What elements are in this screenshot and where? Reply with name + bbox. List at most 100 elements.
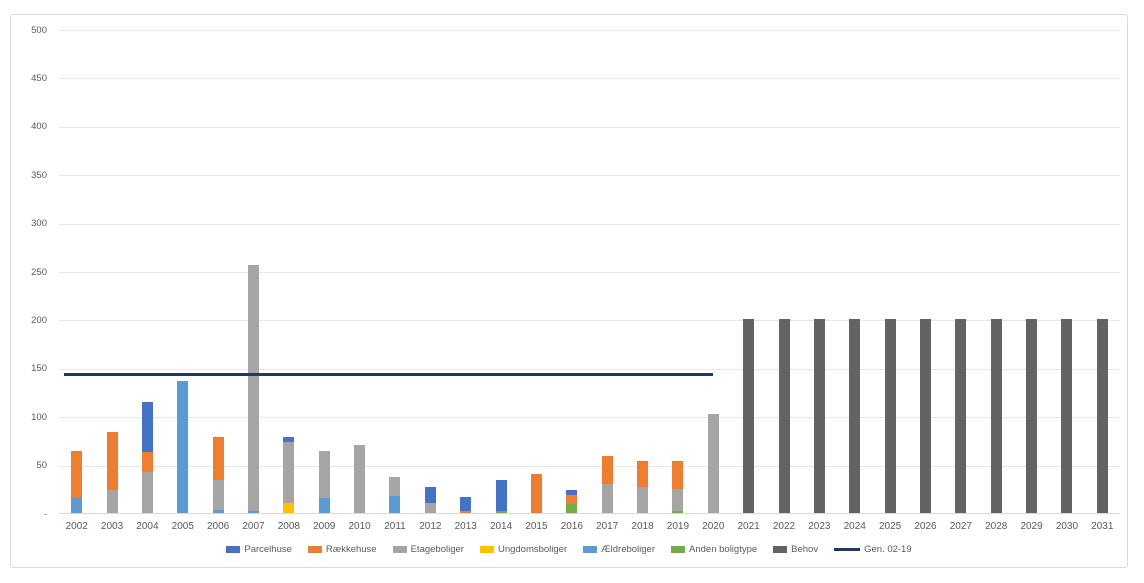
y-tick-label: 50 — [36, 460, 47, 472]
legend-item-gen-02-19: Gen. 02-19 — [834, 544, 912, 555]
legend-item-ungdomsboliger: Ungdomsboliger — [479, 544, 568, 555]
bar-segment-r-kkehuse-2002 — [71, 451, 83, 513]
x-tick-label: 2018 — [631, 521, 654, 532]
plot-area — [59, 30, 1120, 514]
bar-segment-etageboliger-2004 — [141, 472, 153, 513]
bar-segment--ldreboliger-2002 — [71, 498, 83, 513]
gridline — [59, 465, 1120, 467]
legend-swatch — [479, 546, 494, 553]
bar-segment--ldreboliger-2011 — [389, 495, 401, 513]
bar-segment-r-kkehuse-2016 — [566, 494, 578, 513]
bar-segment--ldreboliger-2009 — [318, 497, 330, 513]
x-tick-label: 2031 — [1091, 521, 1114, 532]
legend-item--ldreboliger: Ældreboliger — [583, 544, 655, 555]
bar-segment-parcelhuse-2014 — [495, 480, 507, 513]
legend-label: Ungdomsboliger — [497, 544, 568, 555]
gridline — [59, 78, 1120, 80]
bar-segment--ldreboliger-2007 — [248, 511, 260, 513]
x-tick-label: 2026 — [914, 521, 937, 532]
x-tick-label: 2013 — [454, 521, 477, 532]
gridline — [59, 417, 1120, 419]
bar-segment-behov-2023 — [813, 319, 825, 513]
bar-segment-behov-2031 — [1096, 319, 1108, 513]
x-tick-label: 2006 — [207, 521, 230, 532]
legend-label: Parcelhuse — [244, 544, 292, 555]
bar-segment-etageboliger-2006 — [212, 480, 224, 513]
gridline — [59, 320, 1120, 322]
bar-segment--ldreboliger-2005 — [177, 381, 189, 513]
bar-segment-r-kkehuse-2003 — [106, 431, 118, 513]
x-tick-label: 2025 — [878, 521, 902, 532]
x-tick-label: 2010 — [348, 521, 371, 532]
x-tick-label: 2003 — [100, 521, 124, 532]
x-tick-label: 2011 — [384, 521, 406, 532]
bar-segment-r-kkehuse-2018 — [637, 460, 649, 513]
x-tick-label: 2024 — [843, 521, 866, 532]
bar-segment-etageboliger-2010 — [354, 445, 366, 513]
y-tick-label: 150 — [31, 363, 47, 375]
bar-segment-anden-boligtype-2014 — [495, 511, 507, 513]
legend-item-parcelhuse: Parcelhuse — [226, 544, 292, 555]
x-tick-label: 2008 — [277, 521, 300, 532]
gridline — [59, 368, 1120, 370]
y-tick-label: 450 — [31, 72, 47, 84]
gridline — [59, 126, 1120, 128]
legend-label: Behov — [791, 544, 819, 555]
x-tick-label: 2028 — [985, 521, 1008, 532]
x-tick-label: 2019 — [666, 521, 690, 532]
bar-segment-behov-2022 — [778, 319, 790, 513]
bar-segment-etageboliger-2012 — [424, 503, 436, 513]
legend-line-swatch — [834, 548, 861, 551]
legend-swatch — [773, 546, 788, 553]
bar-segment-etageboliger-2008 — [283, 442, 295, 513]
x-tick-label: 2017 — [596, 521, 619, 532]
x-tick-label: 2029 — [1020, 521, 1043, 532]
legend-swatch — [226, 546, 241, 553]
bar-segment-behov-2025 — [884, 319, 896, 513]
y-tick-label: 100 — [31, 411, 47, 423]
x-tick-label: 2014 — [489, 521, 513, 532]
y-tick-label: 500 — [31, 24, 47, 36]
x-tick-label: 2004 — [136, 521, 159, 532]
x-tick-label: 2007 — [242, 521, 265, 532]
gridline — [59, 272, 1120, 273]
legend-label: Ældreboliger — [601, 544, 656, 555]
bar-segment-etageboliger-2019 — [672, 488, 684, 513]
bar-segment-behov-2021 — [743, 319, 755, 513]
housing-production-chart: 500 450 400 350 300 250 200 150 100 50- 2002 2003 2… — [10, 14, 1128, 568]
bar-segment-etageboliger-2020 — [707, 414, 719, 513]
x-tick-label: 2023 — [808, 521, 831, 532]
y-tick-label: 300 — [31, 218, 47, 230]
legend-label: Anden boligtype — [689, 544, 758, 555]
legend-item-r-kkehuse: Rækkehuse — [307, 544, 377, 555]
bar-segment-etageboliger-2009 — [318, 451, 330, 513]
bar-segment-behov-2027 — [955, 319, 967, 513]
y-axis: 500 450 400 350 300 250 200 150 100 50 - — [11, 25, 47, 520]
y-tick-label: 400 — [31, 121, 47, 133]
bar-segment-behov-2026 — [919, 319, 931, 513]
legend-label: Rækkehuse — [325, 544, 377, 555]
x-tick-label: 2015 — [525, 521, 548, 532]
bar-segment-r-kkehuse-2015 — [530, 474, 542, 513]
x-axis: 2002 2003 2004 2005 2006 2007 2008 2009 2010 2011… — [59, 521, 1120, 535]
x-tick-label: 2027 — [949, 521, 972, 532]
bar-segment-behov-2030 — [1061, 319, 1073, 513]
legend-label: Gen. 02-19 — [864, 544, 912, 555]
legend-swatch — [671, 546, 686, 553]
bar-segment-etageboliger-2003 — [106, 489, 118, 513]
y-tick-label: 250 — [31, 266, 47, 278]
bar-segment-behov-2024 — [849, 319, 861, 513]
average-line-gen-02-19 — [64, 373, 714, 376]
bar-segment-etageboliger-2011 — [389, 477, 401, 513]
bar-segment-r-kkehuse-2013 — [460, 511, 472, 513]
x-tick-label: 2002 — [65, 521, 88, 532]
bar-segment-behov-2029 — [1026, 319, 1038, 513]
x-tick-label: 2009 — [313, 521, 336, 532]
bar-segment-anden-boligtype-2016 — [566, 504, 578, 513]
x-tick-label: 2016 — [560, 521, 583, 532]
legend-swatch — [307, 546, 322, 553]
bar-segment--ldreboliger-2006 — [212, 510, 224, 513]
y-tick-label: 200 — [31, 314, 47, 326]
bar-segment-behov-2028 — [990, 319, 1002, 513]
